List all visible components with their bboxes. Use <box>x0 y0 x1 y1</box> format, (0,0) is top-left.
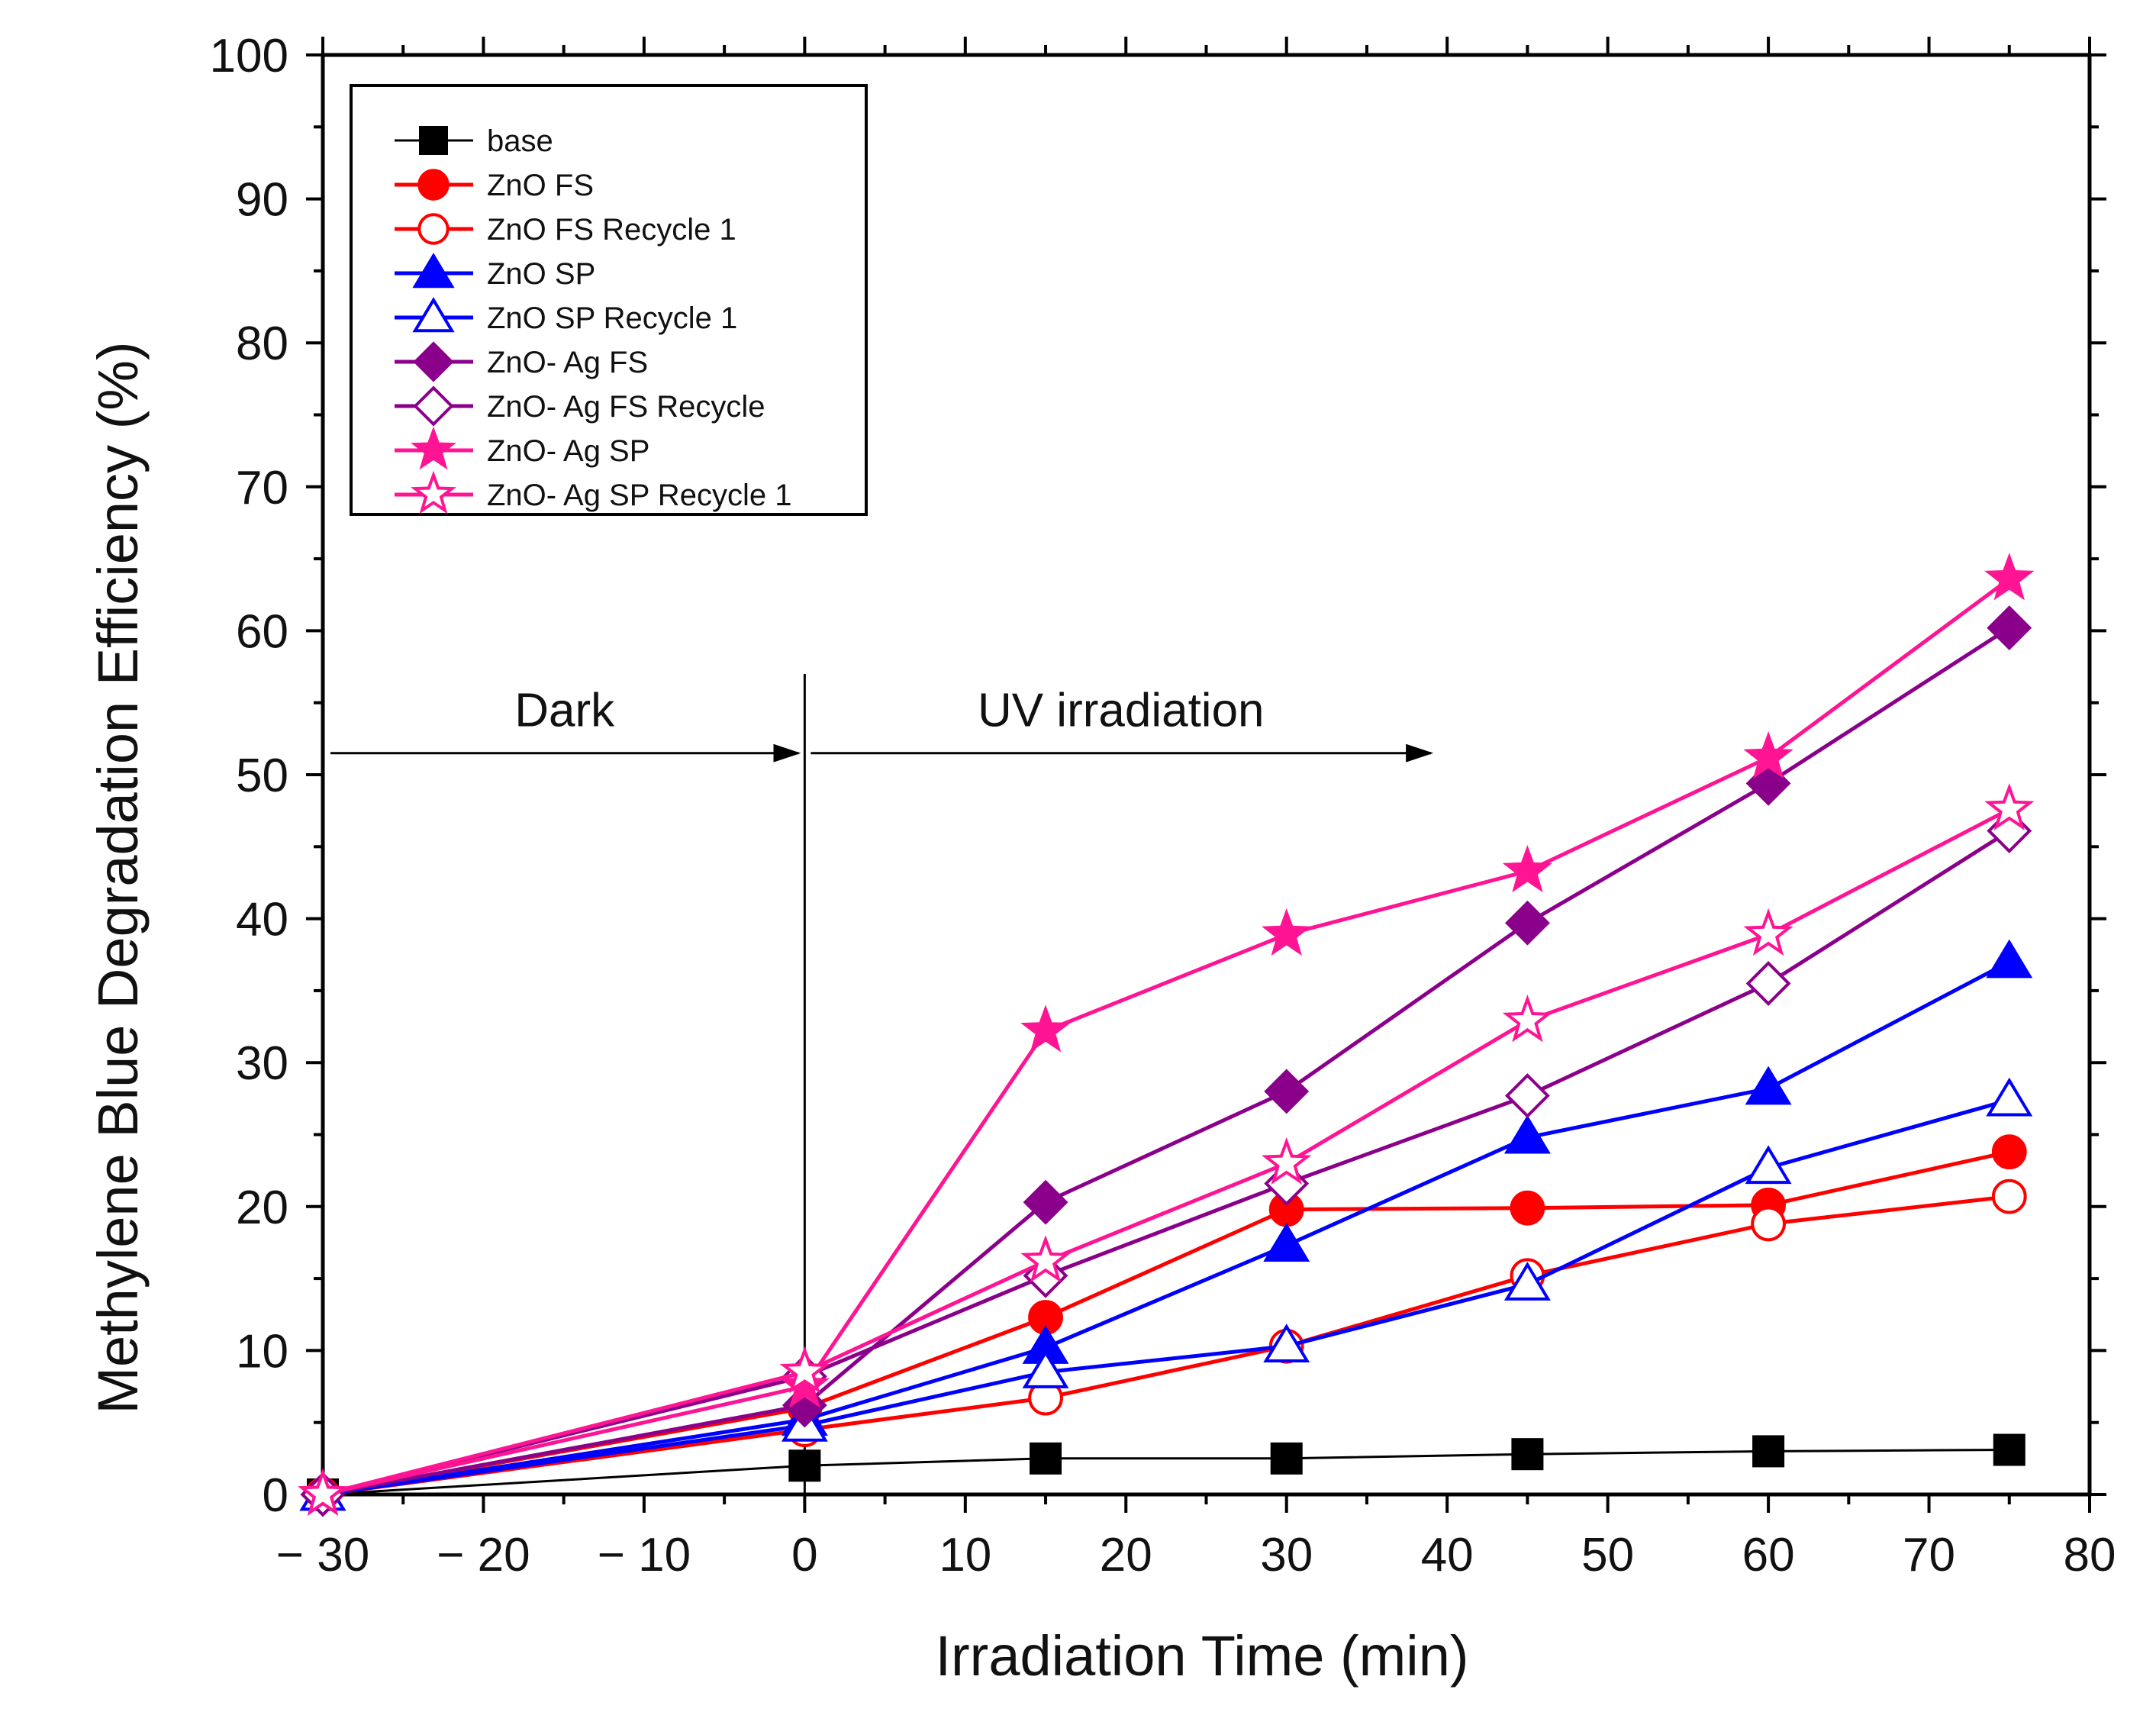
data-point-zno-sp-recycle-1 <box>1263 1323 1310 1362</box>
data-point-zno-ag-sp-recycle-1 <box>1502 995 1553 1043</box>
data-point-zno-sp-recycle-1 <box>1745 1145 1792 1185</box>
x-tick-label: 60 <box>1742 1529 1795 1581</box>
x-tick-label: − 20 <box>437 1529 530 1581</box>
data-point-zno-ag-sp-recycle-1 <box>1020 1235 1071 1283</box>
legend-label: ZnO SP Recycle 1 <box>487 301 737 335</box>
legend-item-base: base <box>395 124 553 158</box>
data-point-zno-ag-sp <box>1262 908 1312 956</box>
y-tick-label: 60 <box>236 605 288 658</box>
y-axis-title: Methylene Blue Degradation Efficiency (%… <box>86 341 150 1414</box>
x-axis-title: Irradiation Time (min) <box>935 1624 1468 1688</box>
series-zno-ag-sp-recycle-1 <box>298 783 2035 1516</box>
data-point-zno-ag-sp <box>1984 553 2035 601</box>
data-point-zno-fs-recycle-1 <box>1991 1178 2027 1214</box>
x-tick-label: 80 <box>2064 1529 2116 1581</box>
data-point-zno-ag-sp-recycle-1 <box>298 1468 348 1516</box>
data-point-zno-ag-fs <box>1987 605 2032 651</box>
y-tick-label: 10 <box>236 1325 288 1378</box>
data-point-zno-fs-recycle-1 <box>1751 1206 1786 1242</box>
legend-marker-zno-sp-recycle-1 <box>412 297 455 333</box>
series-layer <box>298 553 2035 1517</box>
data-point-zno-ag-fs <box>1264 1069 1310 1114</box>
legend-label: ZnO SP <box>487 257 595 291</box>
legend-item-zno-ag-sp: ZnO- Ag SP <box>395 426 649 470</box>
series-base <box>307 1433 2025 1510</box>
x-tick-label: 30 <box>1260 1529 1313 1581</box>
data-point-base <box>1511 1438 1544 1471</box>
data-point-base <box>1993 1433 2025 1466</box>
data-point-zno-ag-fs <box>1023 1179 1068 1225</box>
legend-item-zno-fs-recycle-1: ZnO FS Recycle 1 <box>395 213 736 247</box>
data-point-zno-ag-fs <box>1504 900 1550 946</box>
legend-marker-zno-ag-fs-recycle <box>413 385 454 427</box>
annotation-label-dark: Dark <box>514 685 615 737</box>
legend-item-zno-sp: ZnO SP <box>395 253 595 291</box>
data-point-zno-ag-fs-recycle <box>1504 1073 1550 1119</box>
x-tick-label: − 30 <box>276 1529 369 1581</box>
legend-label: ZnO FS <box>487 169 594 202</box>
legend-item-zno-fs: ZnO FS <box>395 169 594 202</box>
data-point-base <box>1270 1442 1303 1475</box>
y-tick-label: 80 <box>236 318 288 370</box>
y-tick-label: 100 <box>210 30 288 82</box>
data-point-zno-fs <box>1510 1190 1545 1226</box>
legend-marker-zno-fs <box>417 169 450 201</box>
x-tick-label: 20 <box>1100 1529 1152 1581</box>
x-tick-label: − 10 <box>598 1529 691 1581</box>
data-point-base <box>1030 1442 1062 1475</box>
legend: base ZnO FS ZnO FS Recycle 1 ZnO SP ZnO SP R… <box>350 84 868 516</box>
data-point-zno-sp <box>1745 1066 1792 1105</box>
data-point-zno-ag-fs-recycle <box>1745 961 1791 1006</box>
legend-label: ZnO- Ag FS <box>487 346 648 379</box>
data-point-zno-sp <box>1986 939 2033 979</box>
y-tick-label: 30 <box>236 1037 288 1090</box>
data-point-base <box>1752 1435 1785 1468</box>
data-point-zno-ag-sp <box>1743 731 1793 779</box>
data-point-base <box>788 1449 821 1482</box>
y-tick-label: 0 <box>263 1469 288 1522</box>
data-point-zno-fs <box>1991 1134 2027 1170</box>
legend-label: ZnO- Ag FS Recycle <box>487 390 765 424</box>
annotation-label-uv-irradiation: UV irradiation <box>978 685 1265 737</box>
data-point-zno-sp-recycle-1 <box>1503 1262 1551 1301</box>
legend-item-zno-ag-fs-recycle: ZnO- Ag FS Recycle <box>395 385 765 427</box>
data-point-zno-sp-recycle-1 <box>1986 1077 2033 1117</box>
data-point-zno-ag-sp <box>779 1360 830 1408</box>
data-point-zno-ag-sp <box>1020 1004 1071 1053</box>
data-point-zno-ag-sp-recycle-1 <box>1984 783 2035 831</box>
data-point-zno-ag-sp-recycle-1 <box>779 1346 830 1394</box>
legend-item-zno-ag-sp-recycle-1: ZnO- Ag SP Recycle 1 <box>395 470 791 514</box>
legend-item-zno-ag-fs: ZnO- Ag FS <box>395 341 648 382</box>
x-tick-label: 40 <box>1421 1529 1474 1581</box>
y-tick-label: 50 <box>236 750 288 802</box>
legend-marker-base <box>419 126 448 155</box>
legend-marker-zno-sp <box>412 253 455 289</box>
legend-label: ZnO FS Recycle 1 <box>487 213 736 247</box>
data-point-zno-ag-sp-recycle-1 <box>1262 1136 1312 1185</box>
y-tick-label: 70 <box>236 462 288 514</box>
y-tick-label: 90 <box>236 174 288 227</box>
x-tick-label: 0 <box>791 1529 817 1581</box>
legend-marker-zno-ag-sp <box>411 426 456 470</box>
data-point-zno-ag-fs-recycle <box>1264 1161 1310 1207</box>
legend-marker-zno-ag-sp-recycle-1 <box>411 470 456 514</box>
data-point-zno-sp <box>1263 1223 1310 1262</box>
legend-label: base <box>487 124 553 158</box>
data-point-zno-sp-recycle-1 <box>1022 1349 1069 1388</box>
legend-marker-zno-ag-fs <box>413 341 454 382</box>
axes: 0 10 20 30 40 50 60 70 80 90 100 − 30 − 20 − 10 0 10 20 3… <box>210 30 2116 1581</box>
x-tick-label: 50 <box>1581 1529 1634 1581</box>
data-point-zno-ag-sp-recycle-1 <box>1743 908 1793 956</box>
legend-label: ZnO- Ag SP <box>487 434 649 468</box>
y-tick-label: 20 <box>236 1182 288 1234</box>
x-tick-label: 10 <box>939 1529 991 1581</box>
x-tick-label: 70 <box>1903 1529 1955 1581</box>
y-tick-label: 40 <box>236 894 288 946</box>
data-point-zno-ag-sp <box>1502 845 1553 893</box>
data-point-zno-sp <box>1503 1114 1551 1154</box>
legend-item-zno-sp-recycle-1: ZnO SP Recycle 1 <box>395 297 737 335</box>
legend-label: ZnO- Ag SP Recycle 1 <box>487 479 791 512</box>
legend-marker-zno-fs-recycle-1 <box>417 213 450 245</box>
